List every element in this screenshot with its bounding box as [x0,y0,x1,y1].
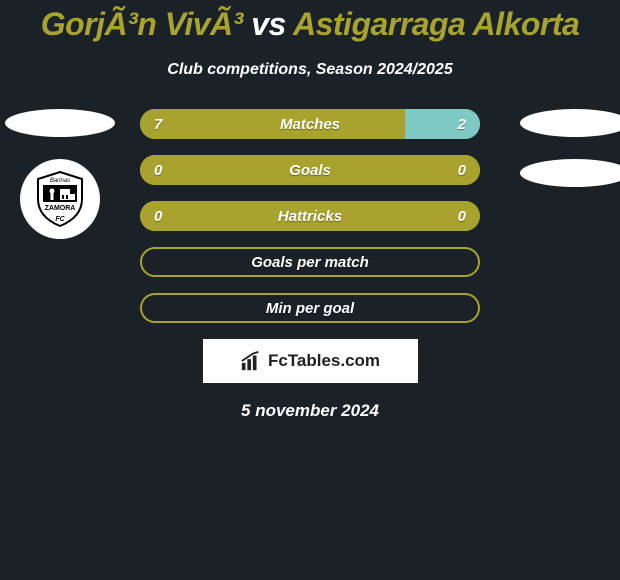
stat-bar: 00Hattricks [140,201,480,231]
badge-top-text: Barinas [50,178,70,184]
badge-bottom-text: FC [55,216,65,223]
stat-label: Hattricks [140,201,480,231]
player2-name: Astigarraga Alkorta [293,6,579,42]
stat-label: Matches [140,109,480,139]
stat-bar: Goals per match [140,247,480,277]
stat-label: Goals [140,155,480,185]
comparison-panel: Barinas ZAMORA FC 72Matches 00Goals 00Hatt… [0,109,620,421]
stat-bars: 72Matches 00Goals 00Hattricks Goals per mat… [140,109,480,323]
page-title: GorjÃ³n VivÃ³ vs Astigarraga Alkorta [0,0,620,43]
stat-bar: 00Goals [140,155,480,185]
date-text: 5 november 2024 [0,401,620,421]
player2-club-placeholder-icon [520,159,620,187]
stat-bar: Min per goal [140,293,480,323]
bar-chart-icon [240,350,262,372]
stat-label: Min per goal [142,295,478,321]
attribution-box: FcTables.com [203,339,418,383]
subtitle: Club competitions, Season 2024/2025 [0,61,620,79]
player2-placeholder-icon [520,109,620,137]
stat-label: Goals per match [142,249,478,275]
stat-bar: 72Matches [140,109,480,139]
club-shield-icon: Barinas ZAMORA FC [30,169,90,229]
player1-placeholder-icon [5,109,115,137]
attribution-text: FcTables.com [268,351,380,371]
vs-text: vs [251,6,286,42]
player1-club-badge: Barinas ZAMORA FC [20,159,100,239]
badge-main-text: ZAMORA [45,205,76,212]
player1-name: GorjÃ³n VivÃ³ [41,6,243,42]
